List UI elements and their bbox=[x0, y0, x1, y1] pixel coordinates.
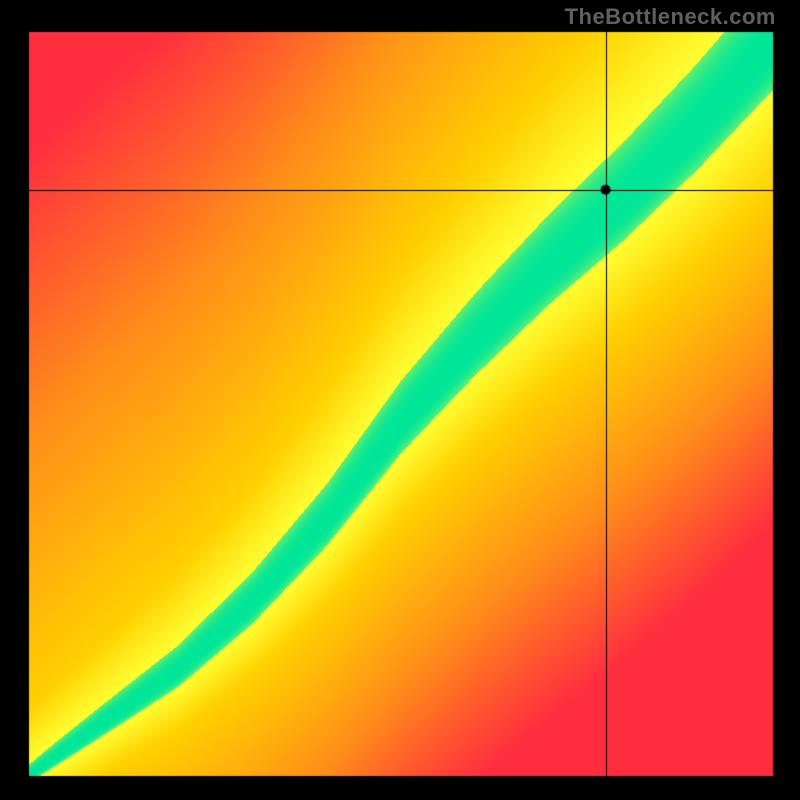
watermark-text: TheBottleneck.com bbox=[565, 4, 776, 30]
bottleneck-heatmap bbox=[0, 0, 800, 800]
